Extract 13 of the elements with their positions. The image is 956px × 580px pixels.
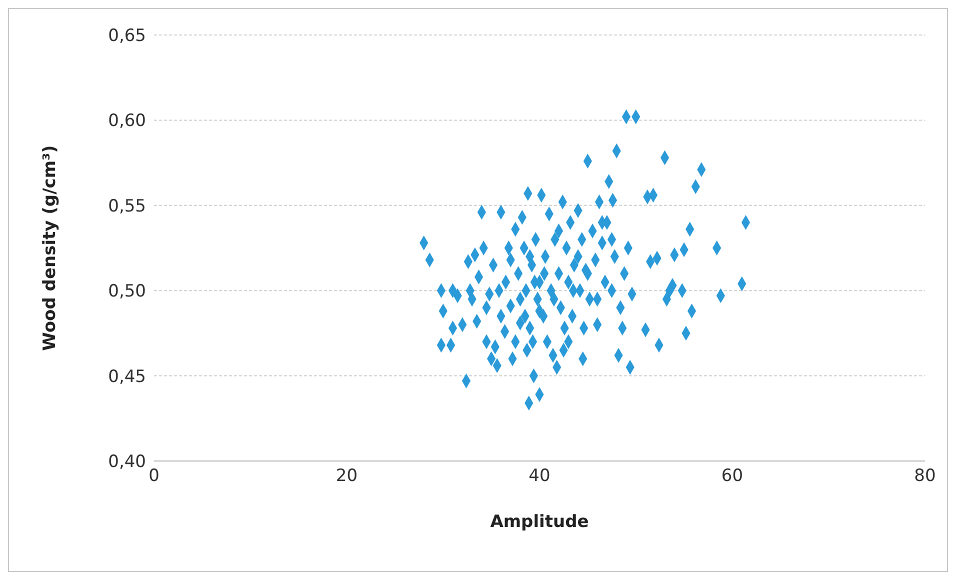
- x-axis-title: Amplitude: [490, 512, 589, 532]
- y-axis-title: Wood density (g/cm³): [40, 145, 60, 351]
- y-tick-label: 0,65: [108, 26, 146, 46]
- y-tick-label: 0,60: [108, 111, 146, 132]
- y-tick-label: 0,40: [108, 452, 146, 472]
- x-tick-label: 20: [336, 466, 358, 486]
- y-tick-label: 0,55: [108, 196, 146, 216]
- x-tick-label: 80: [914, 466, 936, 486]
- x-tick-label: 0: [148, 466, 160, 486]
- y-tick-label: 0,45: [108, 366, 146, 387]
- y-tick-label: 0,50: [108, 282, 146, 302]
- x-tick-label: 60: [721, 466, 744, 486]
- x-tick-label: 40: [528, 466, 550, 486]
